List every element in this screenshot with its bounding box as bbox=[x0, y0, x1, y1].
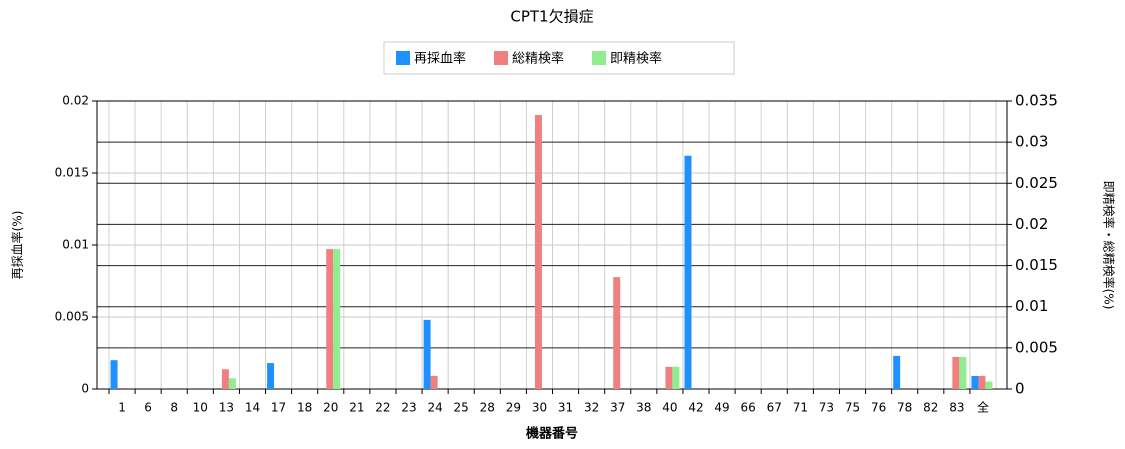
x-tick-label: 83 bbox=[949, 401, 964, 415]
chart-title: CPT1欠損症 bbox=[510, 8, 593, 26]
y2-axis-label: 即精検率・総精検率(%) bbox=[1102, 181, 1117, 310]
x-tick-label: 1 bbox=[118, 401, 126, 415]
y-tick-label: 0 bbox=[81, 382, 89, 396]
bar bbox=[672, 366, 680, 389]
x-tick-label: 75 bbox=[845, 401, 860, 415]
x-tick-label: 73 bbox=[819, 401, 834, 415]
x-tick-label: 23 bbox=[401, 401, 416, 415]
bar bbox=[228, 378, 236, 389]
y-tick-label: 0.005 bbox=[55, 310, 89, 324]
x-tick-label: 32 bbox=[584, 401, 599, 415]
x-tick-label: 42 bbox=[688, 401, 703, 415]
x-tick-label: 28 bbox=[480, 401, 495, 415]
bar bbox=[952, 356, 960, 389]
legend-label: 総精検率 bbox=[512, 51, 564, 67]
bar bbox=[971, 376, 979, 389]
x-tick-label: 21 bbox=[349, 401, 364, 415]
x-tick-label: 49 bbox=[714, 401, 729, 415]
bar bbox=[333, 249, 341, 389]
legend-swatch bbox=[396, 51, 410, 65]
x-tick-label: 76 bbox=[871, 401, 886, 415]
x-tick-label: 38 bbox=[636, 401, 651, 415]
x-tick-label: 13 bbox=[219, 401, 234, 415]
bar bbox=[684, 155, 692, 389]
y-tick-label: 0.015 bbox=[55, 166, 89, 180]
x-tick-label: 30 bbox=[532, 401, 547, 415]
bar bbox=[534, 114, 542, 389]
x-tick-label: 25 bbox=[454, 401, 469, 415]
x-tick-label: 78 bbox=[897, 401, 912, 415]
bar bbox=[985, 381, 993, 389]
legend-label: 即精検率 bbox=[610, 51, 662, 67]
legend-box bbox=[383, 41, 735, 75]
x-tick-label: 6 bbox=[144, 401, 152, 415]
y-tick-label: 0.02 bbox=[62, 94, 89, 108]
y2-tick-label: 0.01 bbox=[1015, 297, 1048, 315]
bar bbox=[978, 375, 986, 389]
x-tick-label: 17 bbox=[271, 401, 286, 415]
legend-swatch bbox=[592, 51, 607, 65]
x-tick-label: 20 bbox=[323, 401, 338, 415]
y-axis-label: 再採血率(%) bbox=[10, 211, 25, 280]
y2-tick-label: 0.02 bbox=[1015, 215, 1048, 233]
x-tick-label: 31 bbox=[558, 401, 573, 415]
y2-tick-label: 0 bbox=[1015, 380, 1025, 398]
bar bbox=[110, 360, 118, 389]
x-tick-label: 37 bbox=[610, 401, 625, 415]
x-tick-label: 67 bbox=[767, 401, 782, 415]
x-tick-label: 71 bbox=[793, 401, 808, 415]
x-tick-label: 24 bbox=[427, 401, 442, 415]
x-tick-label: 66 bbox=[741, 401, 756, 415]
bar bbox=[221, 369, 229, 389]
bar bbox=[423, 319, 431, 389]
bar bbox=[959, 356, 967, 389]
x-tick-label: 22 bbox=[375, 401, 390, 415]
bar bbox=[326, 249, 334, 389]
bar bbox=[267, 363, 275, 389]
x-tick-label: 10 bbox=[193, 401, 208, 415]
x-tick-label: 8 bbox=[170, 401, 178, 415]
bar bbox=[665, 366, 673, 389]
x-tick-label: 29 bbox=[506, 401, 521, 415]
legend-swatch bbox=[494, 51, 509, 65]
x-axis-label: 機器番号 bbox=[526, 426, 578, 442]
x-tick-label: 40 bbox=[662, 401, 677, 415]
bar bbox=[613, 277, 621, 389]
x-tick-label: 82 bbox=[923, 401, 938, 415]
legend-label: 再採血率 bbox=[414, 51, 466, 67]
y2-tick-label: 0.005 bbox=[1015, 338, 1058, 356]
x-tick-label: 14 bbox=[245, 401, 260, 415]
y2-tick-label: 0.035 bbox=[1015, 92, 1058, 110]
y2-tick-label: 0.015 bbox=[1015, 256, 1058, 274]
bar bbox=[893, 355, 901, 389]
bar bbox=[430, 375, 438, 389]
y2-tick-label: 0.03 bbox=[1015, 133, 1048, 151]
x-tick-label: 全 bbox=[977, 400, 989, 415]
y2-tick-label: 0.025 bbox=[1015, 174, 1058, 192]
x-tick-label: 18 bbox=[297, 401, 312, 415]
y-tick-label: 0.01 bbox=[62, 238, 89, 252]
